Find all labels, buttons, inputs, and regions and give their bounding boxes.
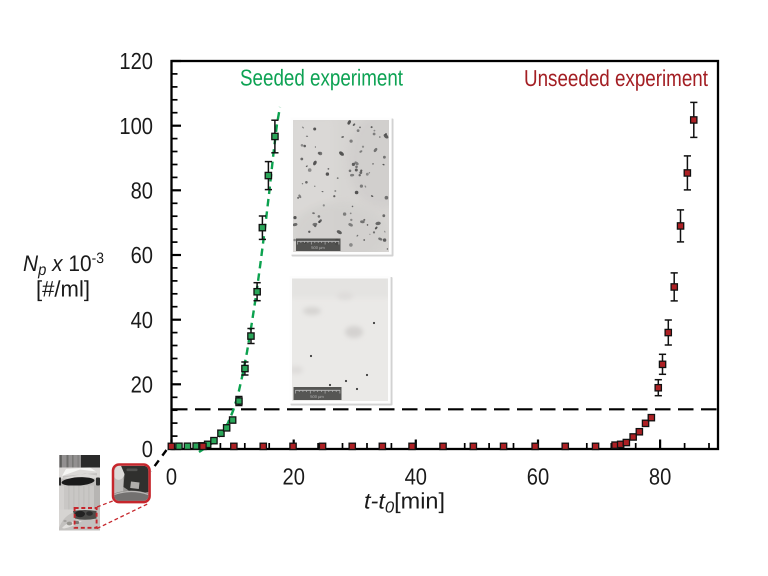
svg-text:[#/ml]: [#/ml] bbox=[36, 277, 90, 302]
svg-text:40: 40 bbox=[131, 307, 153, 333]
svg-text:500 µm: 500 µm bbox=[310, 394, 324, 399]
svg-text:80: 80 bbox=[131, 178, 153, 204]
svg-text:500 µm: 500 µm bbox=[311, 245, 325, 250]
svg-text:20: 20 bbox=[131, 372, 153, 398]
svg-text:80: 80 bbox=[649, 464, 671, 490]
svg-text:0: 0 bbox=[142, 436, 153, 462]
svg-text:20: 20 bbox=[283, 464, 305, 490]
svg-text:Unseeded experiment: Unseeded experiment bbox=[524, 65, 708, 91]
svg-text:60: 60 bbox=[527, 464, 549, 490]
svg-text:t-t0[min]: t-t0[min] bbox=[364, 489, 445, 517]
svg-text:100: 100 bbox=[119, 113, 153, 139]
svg-text:Seeded experiment: Seeded experiment bbox=[240, 65, 403, 91]
svg-text:0: 0 bbox=[166, 464, 177, 490]
svg-text:60: 60 bbox=[131, 242, 153, 268]
svg-text:120: 120 bbox=[119, 48, 153, 74]
svg-text:40: 40 bbox=[405, 464, 427, 490]
svg-text:Np x 10-3: Np x 10-3 bbox=[23, 250, 104, 279]
